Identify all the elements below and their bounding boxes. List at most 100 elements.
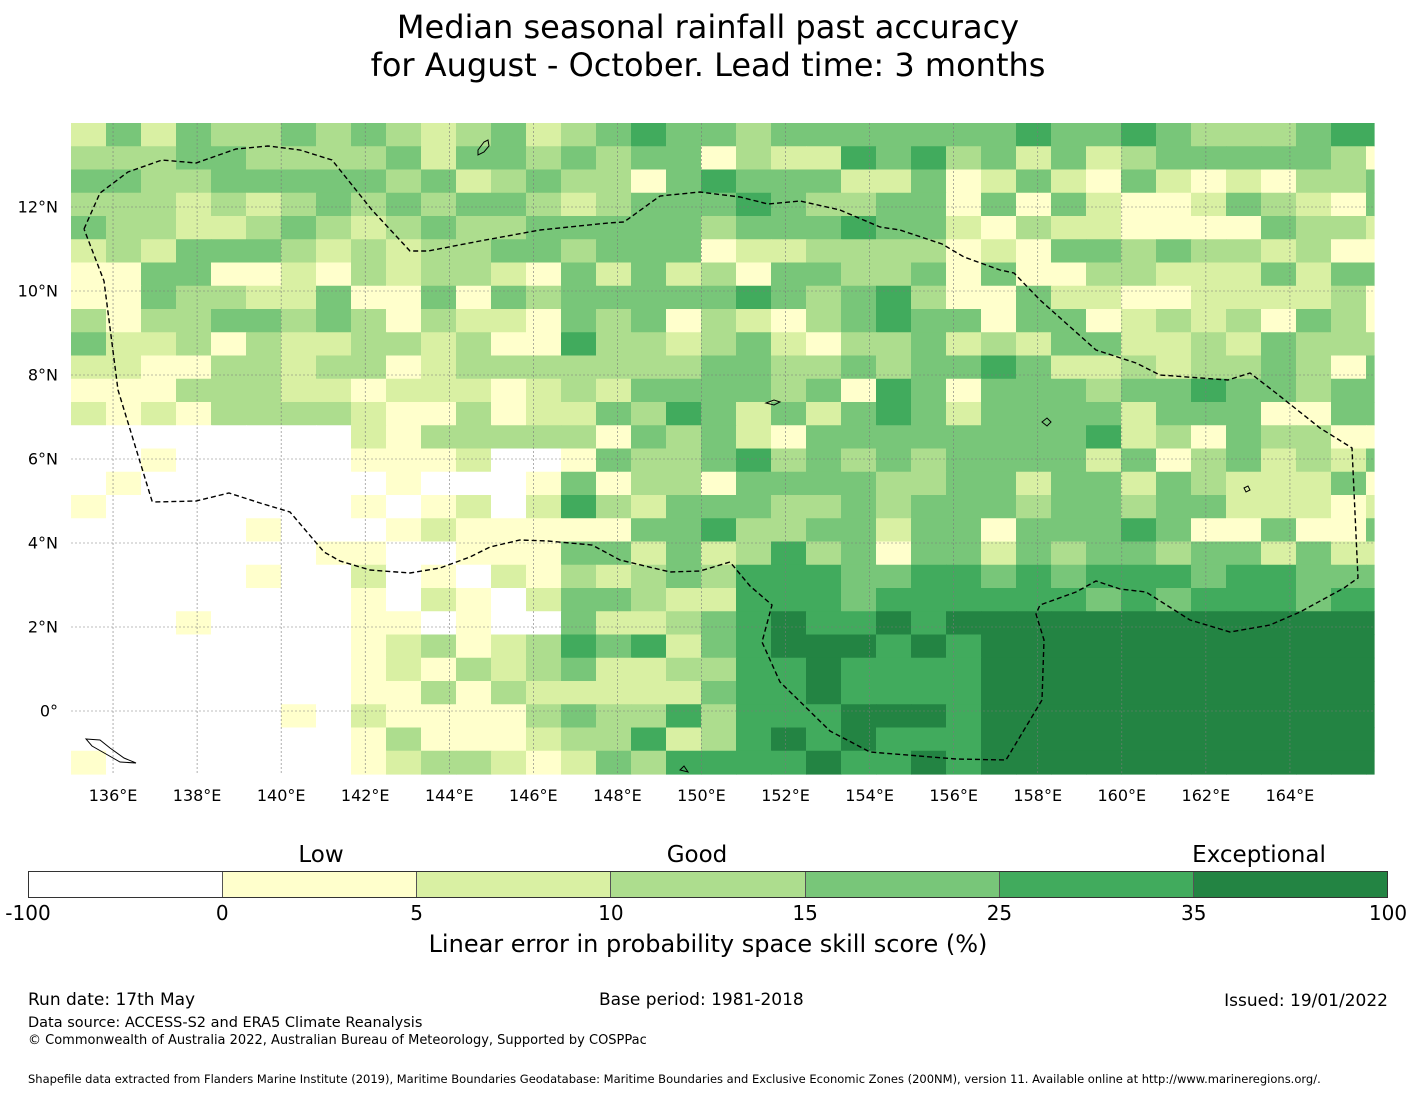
grid-cell	[316, 192, 352, 217]
grid-cell	[351, 262, 387, 287]
grid-cell	[561, 750, 597, 775]
grid-cell	[351, 402, 387, 426]
grid-cell	[561, 471, 597, 496]
grid-cell	[1051, 495, 1087, 519]
grid-cell	[106, 588, 142, 612]
grid-cell	[1121, 216, 1157, 240]
grid-cell	[666, 564, 702, 589]
grid-cell	[876, 727, 912, 752]
grid-cell	[946, 146, 982, 171]
grid-cell	[561, 541, 597, 566]
grid-cell	[596, 285, 632, 310]
grid-cell	[911, 378, 947, 403]
grid-cell	[1226, 634, 1262, 659]
grid-cell	[1086, 541, 1122, 566]
grid-cell	[841, 332, 877, 357]
grid-cell	[1016, 378, 1052, 403]
grid-cell	[1226, 425, 1262, 450]
grid-cell	[316, 564, 352, 589]
copyright: © Commonwealth of Australia 2022, Austra…	[28, 1033, 647, 1048]
grid-cell	[491, 146, 527, 171]
grid-cell	[106, 564, 142, 589]
grid-cell	[666, 541, 702, 566]
grid-cell	[246, 378, 282, 403]
grid-cell	[841, 262, 877, 287]
grid-cell	[316, 262, 352, 287]
grid-cell	[316, 378, 352, 403]
grid-cell	[631, 634, 667, 659]
grid-cell	[71, 239, 107, 264]
grid-cell	[1016, 262, 1052, 287]
grid-cell	[246, 285, 282, 310]
grid-cell	[1086, 681, 1122, 705]
grid-cell	[421, 309, 457, 333]
grid-cell	[771, 332, 807, 357]
grid-cell	[386, 309, 422, 333]
grid-cell	[211, 518, 247, 543]
grid-cell	[981, 541, 1017, 566]
grid-cell	[491, 657, 527, 682]
grid-cell	[1226, 564, 1262, 589]
grid-cell	[876, 332, 912, 357]
grid-cell	[876, 657, 912, 682]
grid-cell	[771, 657, 807, 682]
grid-cell	[806, 123, 842, 147]
grid-cell	[666, 378, 702, 403]
grid-cell	[526, 285, 562, 310]
grid-cell	[1156, 169, 1192, 194]
grid-cell	[666, 262, 702, 287]
grid-cell	[771, 216, 807, 240]
grid-cell	[1226, 727, 1262, 752]
grid-cell	[1191, 355, 1227, 380]
base-period: Base period: 1981-2018	[599, 990, 804, 1010]
grid-cell	[841, 750, 877, 775]
grid-cell	[841, 518, 877, 543]
grid-cell	[1261, 378, 1297, 403]
grid-cell	[701, 564, 737, 589]
grid-cell	[456, 471, 492, 496]
grid-cell	[1016, 239, 1052, 264]
grid-cell	[701, 402, 737, 426]
grid-cell	[211, 332, 247, 357]
grid-cell	[1261, 355, 1297, 380]
grid-cell	[981, 262, 1017, 287]
grid-cell	[281, 332, 317, 357]
grid-cell	[1016, 425, 1052, 450]
grid-cell	[841, 541, 877, 566]
grid-cell	[1051, 704, 1087, 729]
grid-cell	[981, 378, 1017, 403]
grid-cell	[666, 681, 702, 705]
grid-cell	[1156, 564, 1192, 589]
grid-cell	[736, 518, 772, 543]
grid-cell	[1331, 123, 1367, 147]
grid-cell	[246, 518, 282, 543]
grid-cell	[1191, 564, 1227, 589]
grid-cell	[596, 704, 632, 729]
grid-cell	[141, 704, 177, 729]
grid-cell	[1156, 285, 1192, 310]
grid-cell	[316, 239, 352, 264]
grid-cell	[386, 518, 422, 543]
grid-cell	[316, 309, 352, 333]
grid-cell	[246, 448, 282, 473]
grid-cell	[1086, 332, 1122, 357]
grid-cell	[106, 216, 142, 240]
grid-cell	[736, 355, 772, 380]
grid-cell	[526, 332, 562, 357]
grid-cell	[876, 564, 912, 589]
grid-cell	[281, 541, 317, 566]
grid-cell	[141, 123, 177, 147]
grid-cell	[1226, 471, 1262, 496]
grid-cell	[1331, 262, 1367, 287]
grid-cell	[1226, 448, 1262, 473]
grid-cell	[141, 681, 177, 705]
grid-cell	[771, 681, 807, 705]
grid-cell	[666, 727, 702, 752]
grid-cell	[141, 332, 177, 357]
grid-cell	[1226, 332, 1262, 357]
grid-cell	[526, 146, 562, 171]
grid-cell	[1331, 402, 1367, 426]
grid-cell	[316, 681, 352, 705]
grid-cell	[1191, 239, 1227, 264]
grid-cell	[1261, 495, 1297, 519]
